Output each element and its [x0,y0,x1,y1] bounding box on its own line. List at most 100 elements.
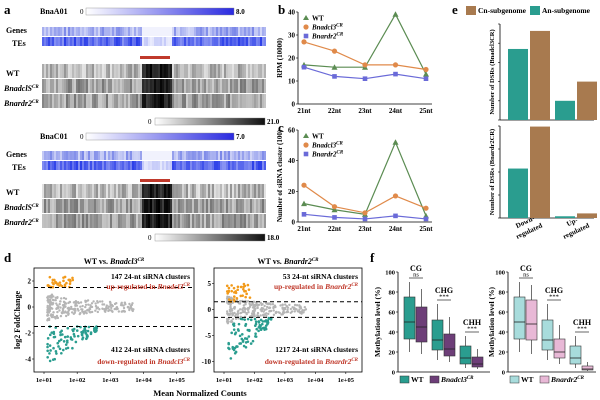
gene-bin [60,27,62,36]
point-ns [105,304,109,307]
gene-bin [96,151,98,160]
srna-bin [44,64,46,78]
point-ns [259,314,262,317]
srna-bin [186,64,188,78]
srna-bin [206,79,208,93]
srna-bin [228,64,230,78]
srna-bin [246,94,248,108]
srna-bin [78,214,80,228]
point-up [65,281,68,285]
gene-bin [46,27,48,36]
te-bin [90,37,92,46]
gene-bin [126,151,128,160]
gene-bin [262,27,264,36]
te-bin [118,37,120,46]
te-bin [258,161,260,170]
te-bin [92,37,94,46]
te-bin [130,161,132,170]
srna-bin [194,64,196,78]
srna-bin [228,79,230,93]
gene-bin [104,27,106,36]
srna-bin [56,184,58,198]
srna-bin [128,64,130,78]
gene-bin [62,27,64,36]
te-bin [254,161,256,170]
srna-bin [64,214,66,228]
srna-bin [226,94,228,108]
point-down [52,346,55,350]
srna-bin [134,214,136,228]
te-bin [126,37,128,46]
srna-bin [196,199,198,213]
te-bin [132,161,134,170]
blue-scale-bottom-max: 7.0 [236,133,245,141]
te-bin [260,161,262,170]
y-tick-label: 40 [499,330,506,337]
gene-bin [228,151,230,160]
srna-bin [100,79,102,93]
gene-bin [254,151,256,160]
legend-label-cn: Cn-subgenome [478,6,527,15]
srna-bin [86,214,88,228]
gene-bin [66,27,68,36]
point-ns [59,314,63,318]
y-tick-label: 0 [208,306,212,314]
srna-bin [194,79,196,93]
te-bin [238,37,240,46]
gene-bin [142,151,144,160]
srna-bin [176,199,178,213]
point-ns [265,314,268,317]
srna-bin [124,214,126,228]
point-down [238,342,241,345]
srna-bin [70,94,72,108]
srna-bin [104,199,106,213]
bar [555,216,575,218]
te-bin [76,161,78,170]
srna-bin [144,79,146,93]
srna-tracks-bottom [42,184,266,228]
point-down [259,324,262,328]
te-bin [166,37,168,46]
point-down [85,337,88,341]
gene-bin [132,27,134,36]
gene-bin [214,27,216,36]
te-bin [198,37,200,46]
legend-marker [303,33,309,39]
gene-bin [222,151,224,160]
srna-bin [128,199,130,213]
point-up [230,284,233,287]
srna-bin [178,64,180,78]
srna-bin [152,214,154,228]
te-bin [208,161,210,170]
context-label: CHG [435,286,453,295]
srna-bin [222,79,224,93]
gene-bin [232,27,234,36]
srna-bin [178,199,180,213]
point-ns [73,309,76,312]
srna-bin [94,184,96,198]
point-down [234,350,238,354]
srna-bin [166,94,168,108]
point-down [241,340,245,343]
point-ns [129,304,132,307]
srna-bin [174,184,176,198]
legend-label: Bnadcl3CR [311,142,343,150]
srna-bin [216,214,218,228]
gene-bin [210,151,212,160]
point-ns [87,303,90,306]
gene-bin [264,27,266,36]
srna-bin [238,94,240,108]
panel-e-label: e [452,2,458,17]
te-bin [70,37,72,46]
point-ns [84,305,87,309]
srna-bin [128,184,130,198]
srna-bin [250,184,252,198]
srna-bin [172,214,174,228]
srna-bin [210,94,212,108]
srna-bin [52,94,54,108]
srna-bin [142,79,144,93]
point-ns [95,307,98,310]
te-bin [258,37,260,46]
srna-bin [264,64,266,78]
